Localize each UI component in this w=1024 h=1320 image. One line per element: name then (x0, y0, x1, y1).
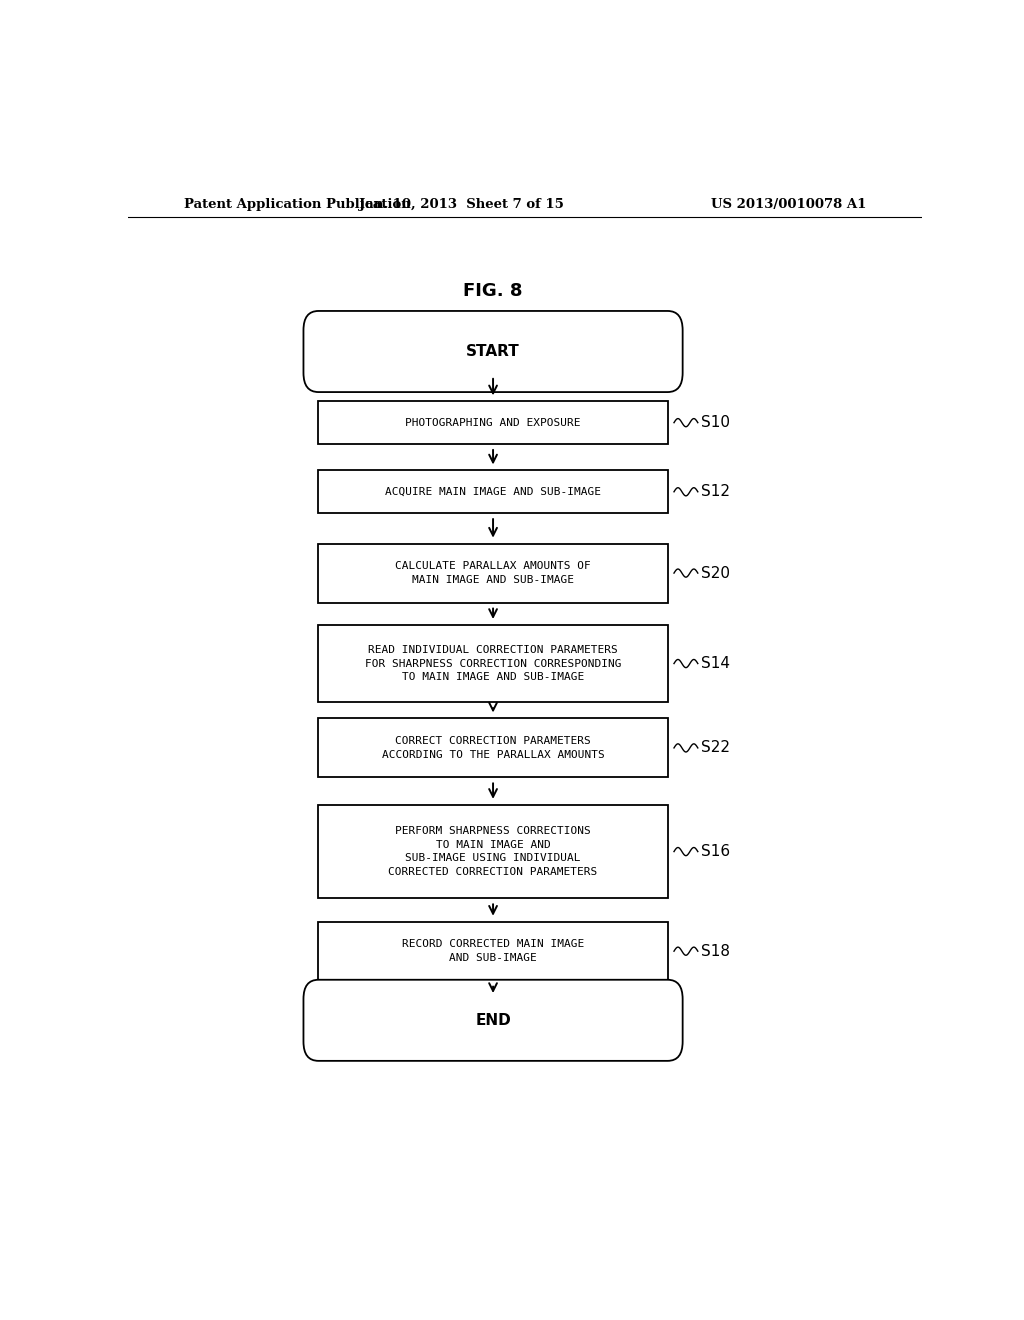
Text: ACQUIRE MAIN IMAGE AND SUB-IMAGE: ACQUIRE MAIN IMAGE AND SUB-IMAGE (385, 487, 601, 496)
Text: CALCULATE PARALLAX AMOUNTS OF
MAIN IMAGE AND SUB-IMAGE: CALCULATE PARALLAX AMOUNTS OF MAIN IMAGE… (395, 561, 591, 585)
Text: READ INDIVIDUAL CORRECTION PARAMETERS
FOR SHARPNESS CORRECTION CORRESPONDING
TO : READ INDIVIDUAL CORRECTION PARAMETERS FO… (365, 645, 622, 682)
Text: START: START (466, 345, 520, 359)
Text: US 2013/0010078 A1: US 2013/0010078 A1 (711, 198, 866, 211)
Bar (318, 921, 668, 981)
Bar (318, 401, 668, 444)
Bar (318, 544, 668, 602)
Text: RECORD CORRECTED MAIN IMAGE
AND SUB-IMAGE: RECORD CORRECTED MAIN IMAGE AND SUB-IMAG… (402, 940, 584, 964)
Bar (318, 624, 668, 702)
Text: S18: S18 (701, 944, 730, 958)
Bar (318, 718, 668, 777)
Text: S14: S14 (701, 656, 730, 671)
Text: Patent Application Publication: Patent Application Publication (183, 198, 411, 211)
Text: END: END (475, 1012, 511, 1028)
Text: S16: S16 (701, 843, 730, 859)
Text: FIG. 8: FIG. 8 (463, 281, 523, 300)
Text: CORRECT CORRECTION PARAMETERS
ACCORDING TO THE PARALLAX AMOUNTS: CORRECT CORRECTION PARAMETERS ACCORDING … (382, 737, 604, 760)
Text: S12: S12 (701, 484, 730, 499)
Text: PHOTOGRAPHING AND EXPOSURE: PHOTOGRAPHING AND EXPOSURE (406, 417, 581, 428)
Text: PERFORM SHARPNESS CORRECTIONS
TO MAIN IMAGE AND
SUB-IMAGE USING INDIVIDUAL
CORRE: PERFORM SHARPNESS CORRECTIONS TO MAIN IM… (388, 826, 598, 876)
FancyBboxPatch shape (303, 312, 683, 392)
Bar (318, 470, 668, 513)
Text: Jan. 10, 2013  Sheet 7 of 15: Jan. 10, 2013 Sheet 7 of 15 (358, 198, 564, 211)
Bar (318, 805, 668, 899)
Text: S20: S20 (701, 565, 730, 581)
Text: S10: S10 (701, 416, 730, 430)
Text: S22: S22 (701, 741, 730, 755)
FancyBboxPatch shape (303, 979, 683, 1061)
